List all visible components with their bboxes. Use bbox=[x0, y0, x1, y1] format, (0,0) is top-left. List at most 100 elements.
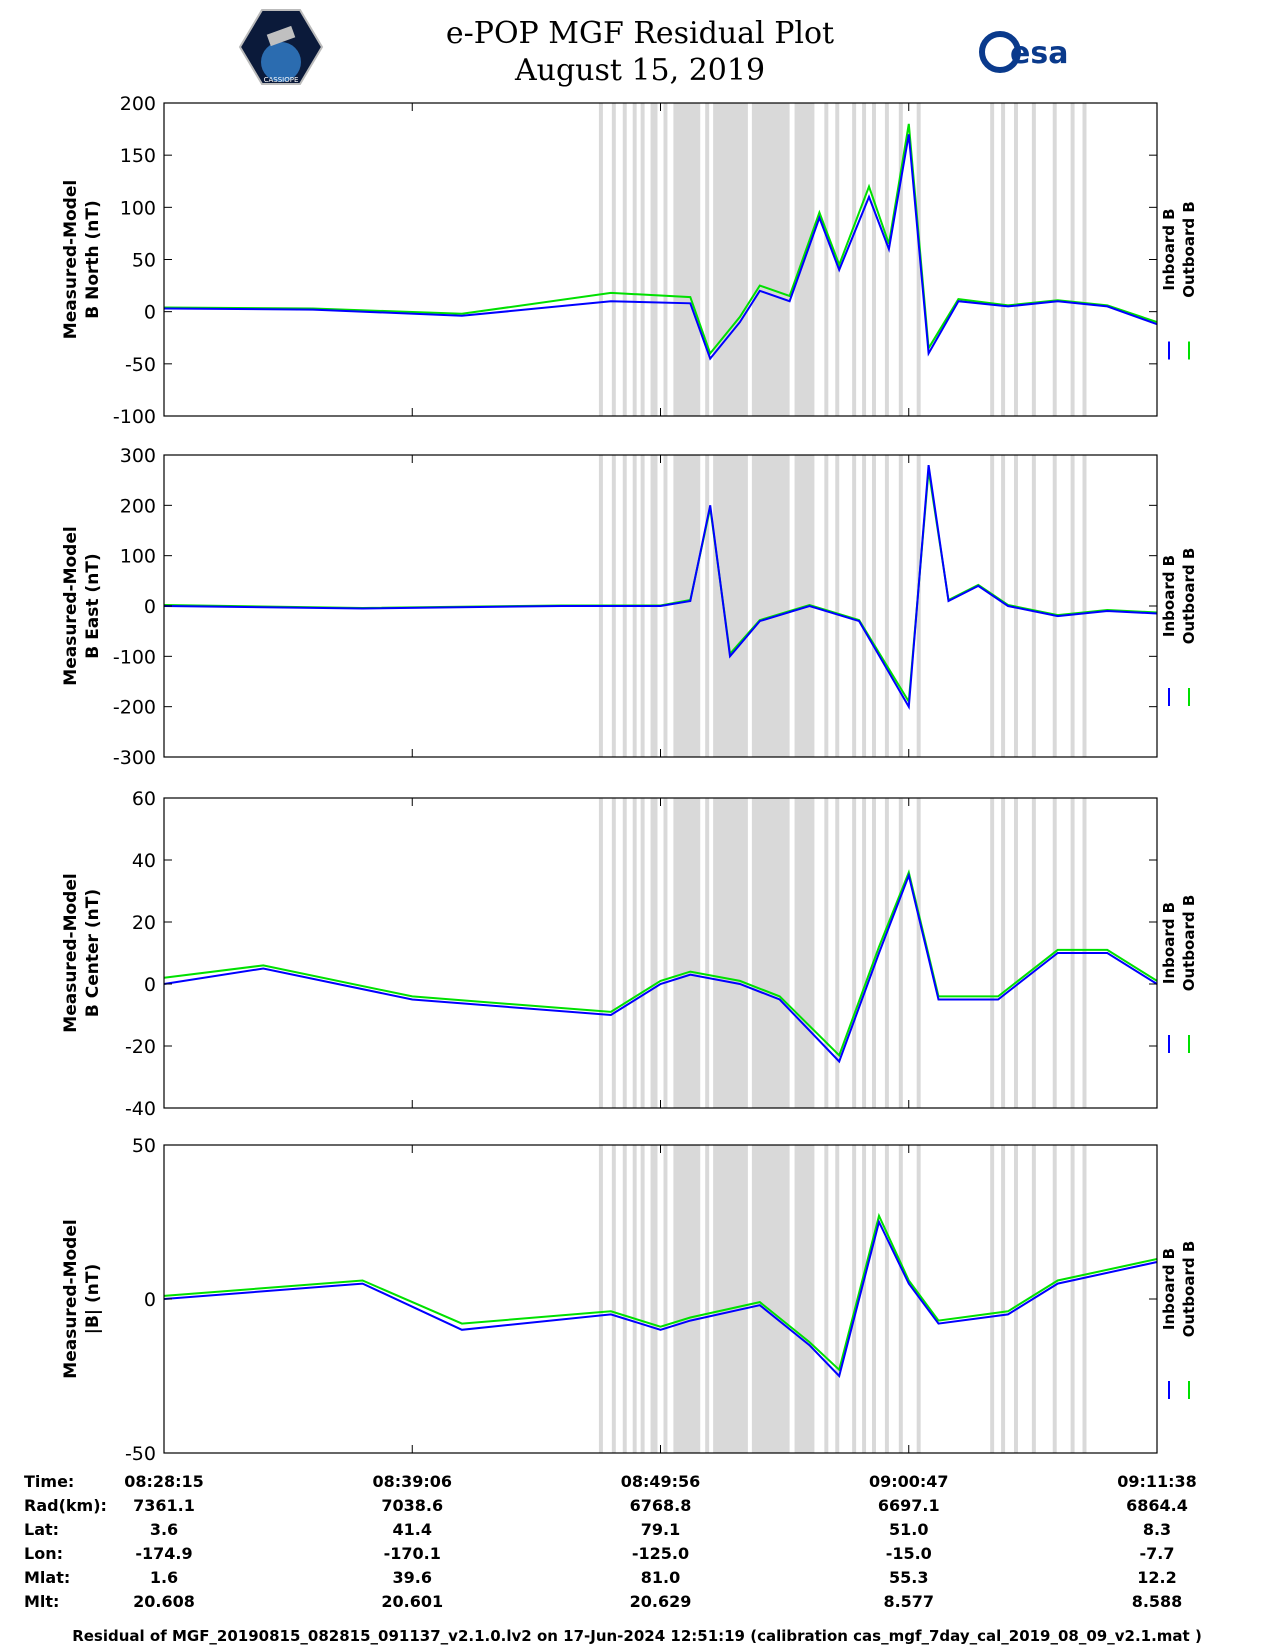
shaded-interval bbox=[713, 798, 748, 1108]
info-cell: 6864.4 bbox=[1126, 1496, 1188, 1515]
esa-logo: esa bbox=[979, 31, 1068, 73]
y-tick-label: -200 bbox=[113, 697, 156, 719]
info-cell: 09:00:47 bbox=[869, 1472, 949, 1491]
shaded-interval bbox=[640, 798, 645, 1108]
info-cell: 51.0 bbox=[889, 1520, 928, 1539]
outboard-series-line bbox=[163, 123, 1158, 356]
shaded-interval bbox=[751, 455, 790, 757]
info-cell: 08:28:15 bbox=[124, 1472, 204, 1491]
shaded-interval bbox=[794, 798, 815, 1108]
shaded-interval bbox=[824, 1145, 829, 1453]
y-axis-label-line: B North (nT) bbox=[83, 200, 103, 319]
y-axis-label: Measured-Model B Center (nT) bbox=[61, 873, 103, 1032]
shaded-interval bbox=[862, 103, 867, 416]
shaded-interval bbox=[713, 1145, 748, 1453]
inboard-series-line bbox=[163, 872, 1158, 1064]
y-axis-label: Measured-Model B East (nT) bbox=[61, 526, 103, 685]
info-cell: 20.601 bbox=[381, 1592, 443, 1611]
info-cell: 09:11:38 bbox=[1117, 1472, 1197, 1491]
shaded-interval bbox=[598, 1145, 603, 1453]
info-cell: -7.7 bbox=[1140, 1544, 1175, 1563]
shaded-interval bbox=[990, 798, 995, 1108]
shaded-interval bbox=[598, 103, 603, 416]
shaded-interval bbox=[835, 1145, 840, 1453]
shaded-interval bbox=[852, 798, 857, 1108]
shaded-interval bbox=[824, 798, 829, 1108]
shaded-interval bbox=[916, 455, 921, 757]
legend-outboard-label: Outboard B bbox=[1180, 895, 1198, 992]
legend-outboard-label: Outboard B bbox=[1180, 1241, 1198, 1338]
y-axis-label-line: |B| (nT) bbox=[83, 1264, 103, 1335]
shaded-interval bbox=[663, 1145, 668, 1453]
info-row-label: Time: bbox=[24, 1472, 74, 1491]
shaded-interval bbox=[611, 798, 616, 1108]
info-cell: 41.4 bbox=[393, 1520, 432, 1539]
cassiope-logo-text: CASSIOPE bbox=[264, 76, 299, 84]
shaded-interval bbox=[872, 1145, 876, 1453]
inboard-series-line bbox=[163, 464, 1158, 710]
y-tick-label: -100 bbox=[113, 406, 156, 428]
y-axis-label-line: B Center (nT) bbox=[83, 889, 103, 1017]
y-tick-label: -50 bbox=[125, 354, 156, 376]
info-cell: 7361.1 bbox=[133, 1496, 195, 1515]
y-axis-label-line: Measured-Model bbox=[61, 526, 81, 685]
info-cell: 81.0 bbox=[641, 1568, 680, 1587]
info-cell: 6697.1 bbox=[878, 1496, 940, 1515]
inboard-series-line bbox=[163, 134, 1158, 361]
shaded-interval bbox=[640, 103, 645, 416]
shaded-interval bbox=[916, 103, 921, 416]
y-tick-label: 200 bbox=[120, 93, 156, 115]
y-tick-label: 60 bbox=[132, 788, 156, 810]
esa-logo-text: esa bbox=[1010, 36, 1068, 71]
shaded-interval bbox=[835, 455, 840, 757]
info-cell: 79.1 bbox=[641, 1520, 680, 1539]
info-cell: -170.1 bbox=[384, 1544, 441, 1563]
outboard-series-line bbox=[163, 469, 1158, 705]
shaded-interval bbox=[1001, 455, 1006, 757]
shaded-interval bbox=[632, 798, 637, 1108]
y-tick-label: 100 bbox=[120, 197, 156, 219]
info-row-label: Lat: bbox=[24, 1520, 59, 1539]
shaded-interval bbox=[872, 103, 876, 416]
inboard-series-line bbox=[163, 1219, 1158, 1378]
shaded-interval bbox=[872, 455, 876, 757]
outboard-series-line bbox=[163, 869, 1158, 1058]
y-tick-label: 40 bbox=[132, 850, 156, 872]
shaded-interval bbox=[598, 798, 603, 1108]
legend-inboard-label: Inboard B bbox=[1160, 902, 1178, 984]
y-tick-label: 100 bbox=[120, 546, 156, 568]
info-cell: 08:49:56 bbox=[621, 1472, 701, 1491]
info-cell: 8.3 bbox=[1143, 1520, 1171, 1539]
shaded-interval bbox=[862, 455, 867, 757]
shaded-interval bbox=[622, 103, 627, 416]
legend-outboard-label: Outboard B bbox=[1180, 201, 1198, 298]
y-axis-label-line: B East (nT) bbox=[83, 553, 103, 658]
y-tick-label: -40 bbox=[125, 1098, 156, 1120]
info-cell: 7038.6 bbox=[381, 1496, 443, 1515]
shaded-interval bbox=[751, 1145, 790, 1453]
shaded-interval bbox=[632, 103, 637, 416]
shaded-interval bbox=[705, 103, 710, 416]
info-table: Time: Rad(km): Lat: Lon: Mlat: Mlt: 08:28:15 73… bbox=[24, 1472, 1197, 1611]
y-tick-label: 50 bbox=[132, 1135, 156, 1157]
shaded-interval bbox=[705, 1145, 710, 1453]
shaded-interval bbox=[713, 103, 748, 416]
y-tick-label: 0 bbox=[144, 1289, 156, 1311]
y-tick-label: 0 bbox=[144, 596, 156, 618]
shaded-interval bbox=[650, 798, 658, 1108]
shaded-interval bbox=[794, 1145, 815, 1453]
shaded-interval bbox=[663, 798, 668, 1108]
shaded-interval bbox=[1052, 103, 1057, 416]
shaded-interval bbox=[673, 455, 701, 757]
shaded-interval bbox=[824, 103, 829, 416]
y-tick-label: 200 bbox=[120, 495, 156, 517]
panel-3: -40 -20 0 20 40 60 Measured-Model B Center (nT)… bbox=[61, 788, 1198, 1120]
shaded-interval bbox=[1082, 103, 1087, 416]
info-cell: 39.6 bbox=[393, 1568, 432, 1587]
shaded-interval bbox=[1031, 798, 1036, 1108]
shaded-interval bbox=[990, 103, 995, 416]
shaded-interval bbox=[1031, 103, 1036, 416]
shaded-interval bbox=[1070, 455, 1075, 757]
panel-2: -300 -200 -100 0 100 200 300 Measured-Model B Ea… bbox=[61, 445, 1198, 769]
shaded-interval bbox=[884, 798, 889, 1108]
